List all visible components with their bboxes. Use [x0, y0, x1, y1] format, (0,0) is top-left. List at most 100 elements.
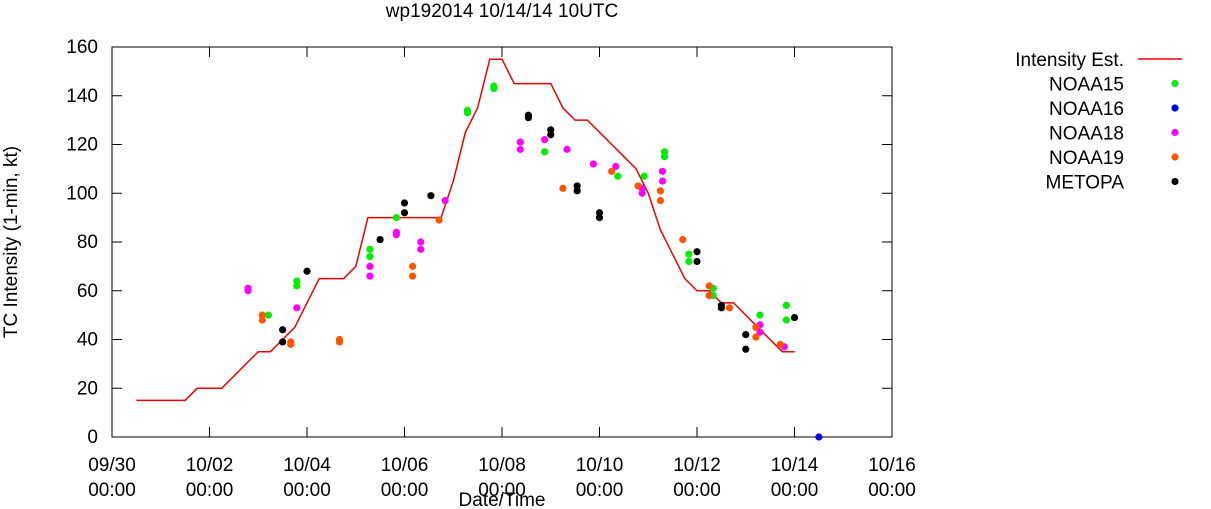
data-point	[303, 267, 311, 275]
data-point	[366, 245, 374, 253]
x-tick-label-time: 00:00	[868, 480, 916, 501]
data-point	[705, 282, 713, 290]
data-point	[279, 326, 287, 334]
data-point	[409, 272, 417, 280]
x-tick-label-date: 10/16	[868, 455, 916, 476]
x-tick-label-date: 09/30	[88, 455, 136, 476]
data-point	[782, 301, 790, 309]
data-point	[752, 323, 760, 331]
data-point	[287, 338, 295, 346]
data-point	[658, 167, 667, 175]
data-point	[685, 257, 693, 266]
data-point	[717, 301, 725, 309]
data-point	[815, 433, 823, 441]
data-point	[279, 338, 287, 346]
data-point	[335, 335, 344, 344]
x-tick-label-date: 10/06	[381, 455, 429, 476]
data-point	[366, 262, 374, 270]
data-point	[589, 160, 598, 168]
data-point	[679, 235, 687, 244]
y-tick-label: 80	[77, 232, 98, 253]
data-point	[685, 250, 693, 258]
data-point	[573, 182, 581, 190]
data-point	[547, 126, 555, 134]
data-point	[524, 111, 533, 119]
x-tick-label-time: 00:00	[478, 480, 526, 501]
data-point	[614, 172, 622, 180]
data-point	[595, 209, 604, 217]
data-point	[366, 272, 374, 280]
x-tick-label-date: 10/08	[478, 455, 526, 476]
data-point	[541, 136, 549, 144]
data-point	[293, 304, 301, 312]
x-tick-label-time: 00:00	[673, 480, 721, 501]
data-point	[516, 138, 524, 146]
y-axis: 0 20 40 60 80 100 120 140 160	[66, 37, 892, 448]
data-point	[742, 345, 750, 353]
x-tick-label-time: 00:00	[88, 480, 136, 501]
data-point	[366, 253, 374, 261]
legend-point-swatch	[1171, 79, 1179, 88]
legend-point-swatch	[1171, 177, 1179, 186]
data-point	[776, 340, 784, 348]
data-point	[441, 196, 449, 205]
data-point	[244, 284, 252, 292]
legend-label: NOAA15	[1049, 75, 1124, 96]
data-point	[435, 216, 443, 224]
series-metopa	[279, 111, 799, 353]
data-point	[656, 187, 665, 195]
x-tick-label-date: 10/02	[186, 455, 234, 476]
legend-label: Intensity Est.	[1015, 50, 1124, 71]
data-point	[392, 214, 400, 222]
data-point	[490, 82, 498, 90]
data-point	[258, 311, 266, 319]
data-point	[693, 257, 701, 266]
y-tick-label: 140	[66, 86, 98, 107]
y-tick-label: 100	[66, 183, 98, 204]
chart-title: wp192014 10/14/14 10UTC	[385, 1, 618, 22]
data-point	[612, 162, 620, 171]
data-point	[608, 167, 616, 175]
data-point	[541, 148, 549, 156]
legend-point-swatch	[1171, 128, 1179, 137]
y-tick-label: 40	[77, 330, 98, 351]
x-tick-label-time: 00:00	[186, 480, 234, 501]
y-tick-label: 60	[77, 281, 98, 302]
data-point	[400, 199, 409, 207]
legend-label: NOAA16	[1049, 99, 1124, 120]
series-noaa16	[815, 433, 823, 441]
x-tick-label-date: 10/12	[673, 455, 721, 476]
data-point	[392, 228, 400, 236]
legend-label: METOPA	[1046, 173, 1125, 194]
series-layer	[136, 58, 823, 441]
plot-area-frame	[111, 46, 893, 438]
series-noaa19	[258, 167, 784, 348]
y-axis-label: TC Intensity (1-min, kt)	[1, 146, 22, 338]
data-point	[656, 196, 665, 205]
legend-point-swatch	[1171, 153, 1179, 161]
x-tick-label-time: 00:00	[771, 480, 819, 501]
data-point	[752, 333, 760, 341]
data-point	[264, 311, 273, 319]
x-tick-label-time: 00:00	[576, 480, 624, 501]
y-tick-label: 120	[66, 135, 98, 156]
data-point	[400, 209, 409, 217]
data-point	[693, 248, 701, 256]
data-point	[782, 316, 790, 324]
data-point	[516, 145, 524, 153]
data-point	[634, 182, 642, 190]
data-point	[376, 235, 384, 244]
data-point	[293, 277, 301, 285]
data-point	[640, 172, 648, 180]
data-point	[463, 106, 472, 114]
y-tick-label: 0	[87, 427, 98, 448]
series-intensity-est	[136, 58, 795, 402]
x-tick-label-time: 00:00	[381, 480, 429, 501]
x-axis: 09/30 00:00 10/02 00:00 10/04 00:00 10/06 00:00…	[88, 47, 916, 501]
x-tick-label-date: 10/10	[576, 455, 624, 476]
data-point	[705, 292, 713, 300]
data-point	[660, 148, 669, 156]
series-noaa18	[244, 136, 788, 351]
data-point	[756, 311, 764, 319]
